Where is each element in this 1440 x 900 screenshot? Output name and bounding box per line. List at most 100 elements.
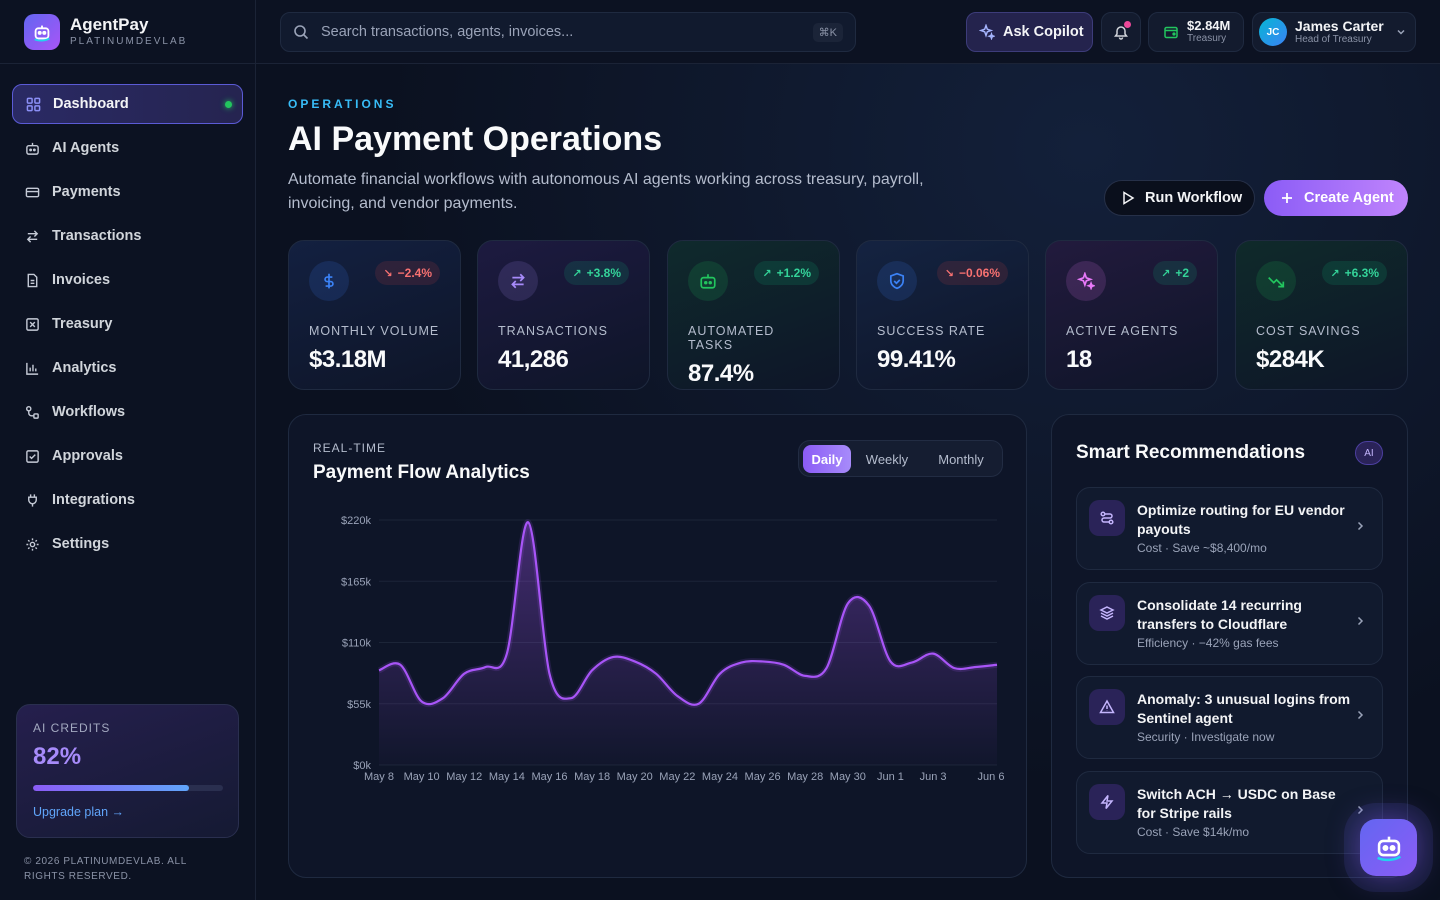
arrow-up-right-icon: ↗ (1330, 267, 1340, 280)
sidebar-item-dashboard[interactable]: Dashboard (12, 84, 243, 124)
recommendation-subtitle: Security · Investigate now (1137, 730, 1275, 744)
stat-delta: +6.3% (1344, 266, 1379, 280)
credits-progress-fill (33, 785, 189, 791)
sidebar-item-label: AI Agents (52, 140, 120, 156)
bell-icon (1113, 24, 1129, 40)
tab-weekly[interactable]: Weekly (865, 451, 909, 467)
stat-card-automated-tasks[interactable]: ↗ +1.2% AUTOMATED TASKS 87.4% (667, 240, 840, 390)
recommendation-item[interactable]: Consolidate 14 recurring transfers to Cl… (1076, 582, 1383, 665)
stat-value: 99.41% (877, 346, 956, 373)
sidebar-item-payments[interactable]: Payments (12, 172, 243, 212)
copilot-label: Ask Copilot (1003, 24, 1084, 40)
search-placeholder: Search transactions, agents, invoices... (321, 24, 574, 40)
series-line-glow (377, 519, 998, 708)
data-point (676, 695, 678, 697)
grid-icon (25, 96, 41, 112)
recommendation-item[interactable]: Switch ACH → USDC on Base for Stripe rai… (1076, 771, 1383, 854)
credits-progress-track (33, 785, 223, 791)
x-tick-label: May 16 (531, 771, 567, 783)
user-name: James Carter (1295, 17, 1384, 34)
stat-delta-badge: ↗ +2 (1153, 261, 1197, 285)
vault-icon (24, 316, 40, 332)
sidebar-item-workflows[interactable]: Workflows (12, 392, 243, 432)
data-point (761, 660, 763, 662)
play-icon (1121, 191, 1135, 205)
route-icon (1089, 500, 1125, 536)
shield-icon (877, 261, 917, 301)
credit-card-icon (24, 184, 40, 200)
ask-copilot-button[interactable]: Ask Copilot (966, 12, 1093, 52)
chevron-right-icon (1354, 709, 1366, 721)
sidebar-item-analytics[interactable]: Analytics (12, 348, 243, 388)
dollar-icon (309, 261, 349, 301)
bot-icon (1372, 831, 1406, 865)
data-point (506, 652, 508, 654)
brand[interactable]: AgentPay PLATINUMDEVLAB (24, 14, 187, 50)
x-tick-label: May 8 (364, 771, 394, 783)
sparkle-icon (979, 24, 995, 40)
notifications-button[interactable] (1101, 12, 1141, 52)
search-input[interactable]: Search transactions, agents, invoices...… (280, 12, 856, 52)
sidebar-item-label: Settings (52, 536, 110, 552)
stat-delta: +2 (1175, 266, 1189, 280)
stat-label: SUCCESS RATE (877, 324, 986, 338)
upgrade-plan-link[interactable]: Upgrade plan → (33, 805, 125, 819)
sidebar-item-transactions[interactable]: Transactions (12, 216, 243, 256)
payment-flow-chart: $0k $55k $110k $165k $220k May 8 May 10 May 12 M… (341, 515, 1004, 783)
stat-value: $3.18M (309, 346, 387, 373)
sidebar-item-approvals[interactable]: Approvals (12, 436, 243, 476)
stat-delta-badge: ↘ −2.4% (375, 261, 440, 285)
smart-recommendations-card: Smart Recommendations AI Optimize routin… (1051, 414, 1408, 878)
wallet-icon (1163, 24, 1179, 40)
file-icon (24, 272, 40, 288)
sidebar-item-treasury[interactable]: Treasury (12, 304, 243, 344)
trend-down-icon (1256, 261, 1296, 301)
stat-card-monthly-volume[interactable]: ↘ −2.4% MONTHLY VOLUME $3.18M (288, 240, 461, 390)
create-agent-button[interactable]: Create Agent (1264, 180, 1408, 216)
sidebar-item-invoices[interactable]: Invoices (12, 260, 243, 300)
treasury-balance[interactable]: $2.84M Treasury (1148, 12, 1244, 52)
arrows-swap-icon (24, 228, 40, 244)
search-shortcut: ⌘K (812, 22, 843, 42)
sidebar-item-label: Payments (52, 184, 121, 200)
tab-daily[interactable]: Daily (803, 445, 851, 473)
stat-card-cost-savings[interactable]: ↗ +6.3% COST SAVINGS $284K (1235, 240, 1408, 390)
recommendation-title: Anomaly: 3 unusual logins from Sentinel … (1137, 691, 1351, 726)
x-tick-label: May 28 (787, 771, 823, 783)
recommendation-item[interactable]: Anomaly: 3 unusual logins from Sentinel … (1076, 676, 1383, 759)
stat-card-active-agents[interactable]: ↗ +2 ACTIVE AGENTS 18 (1045, 240, 1218, 390)
credits-value: 82% (33, 743, 82, 770)
run-workflow-button[interactable]: Run Workflow (1104, 180, 1255, 216)
arrow-up-right-icon: ↗ (762, 267, 772, 280)
data-point (889, 660, 891, 662)
sidebar-item-integrations[interactable]: Integrations (12, 480, 243, 520)
layers-icon (1089, 595, 1125, 631)
arrow-down-right-icon: ↘ (383, 267, 393, 280)
brand-name: AgentPay (70, 15, 149, 34)
page-title: AI Payment Operations (288, 120, 663, 158)
sidebar-item-label: Dashboard (53, 96, 129, 112)
sidebar-item-label: Invoices (52, 272, 111, 288)
treasury-label: Treasury (1187, 33, 1227, 44)
chevron-right-icon (1354, 804, 1366, 816)
stat-card-transactions[interactable]: ↗ +3.8% TRANSACTIONS 41,286 (477, 240, 650, 390)
user-menu[interactable]: JC James Carter Head of Treasury (1252, 12, 1416, 52)
ai-assistant-button[interactable] (1360, 819, 1417, 876)
user-role: Head of Treasury (1295, 33, 1372, 45)
tab-monthly[interactable]: Monthly (938, 451, 984, 467)
arrow-up-right-icon: ↗ (1161, 267, 1171, 280)
plug-icon (24, 492, 40, 508)
data-point (378, 669, 380, 671)
treasury-amount: $2.84M (1187, 18, 1231, 33)
sidebar-item-settings[interactable]: Settings (12, 524, 243, 564)
data-point (442, 697, 444, 699)
bot-icon (24, 140, 40, 156)
sidebar-item-label: Analytics (52, 360, 117, 376)
stat-card-success-rate[interactable]: ↘ −0.06% SUCCESS RATE 99.41% (856, 240, 1029, 390)
avatar: JC (1259, 18, 1287, 46)
arrow-up-right-icon: ↗ (572, 267, 582, 280)
stat-value: 18 (1066, 346, 1092, 373)
recommendation-item[interactable]: Optimize routing for EU vendor payouts C… (1076, 487, 1383, 570)
sidebar-item-ai-agents[interactable]: AI Agents (12, 128, 243, 168)
stat-label: COST SAVINGS (1256, 324, 1361, 338)
